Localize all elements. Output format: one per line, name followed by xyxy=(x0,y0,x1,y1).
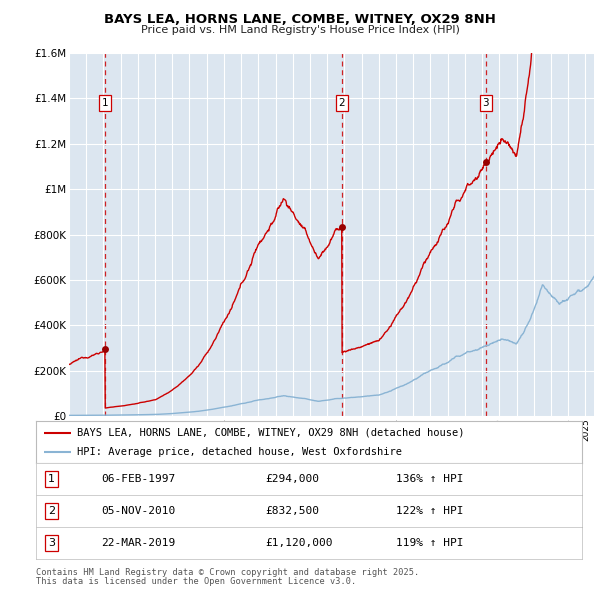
Text: £832,500: £832,500 xyxy=(265,506,319,516)
Text: 3: 3 xyxy=(482,98,489,108)
Text: This data is licensed under the Open Government Licence v3.0.: This data is licensed under the Open Gov… xyxy=(36,577,356,586)
Text: 136% ↑ HPI: 136% ↑ HPI xyxy=(397,474,464,484)
Text: 1: 1 xyxy=(101,98,108,108)
Text: £1,120,000: £1,120,000 xyxy=(265,538,333,548)
Text: 2: 2 xyxy=(48,506,55,516)
Text: BAYS LEA, HORNS LANE, COMBE, WITNEY, OX29 8NH: BAYS LEA, HORNS LANE, COMBE, WITNEY, OX2… xyxy=(104,13,496,26)
Text: 119% ↑ HPI: 119% ↑ HPI xyxy=(397,538,464,548)
Text: £294,000: £294,000 xyxy=(265,474,319,484)
Text: 22-MAR-2019: 22-MAR-2019 xyxy=(101,538,176,548)
Text: 3: 3 xyxy=(48,538,55,548)
Text: HPI: Average price, detached house, West Oxfordshire: HPI: Average price, detached house, West… xyxy=(77,447,402,457)
Text: 1: 1 xyxy=(48,474,55,484)
Text: 122% ↑ HPI: 122% ↑ HPI xyxy=(397,506,464,516)
Text: Price paid vs. HM Land Registry's House Price Index (HPI): Price paid vs. HM Land Registry's House … xyxy=(140,25,460,35)
Text: 05-NOV-2010: 05-NOV-2010 xyxy=(101,506,176,516)
Text: 06-FEB-1997: 06-FEB-1997 xyxy=(101,474,176,484)
Text: BAYS LEA, HORNS LANE, COMBE, WITNEY, OX29 8NH (detached house): BAYS LEA, HORNS LANE, COMBE, WITNEY, OX2… xyxy=(77,428,464,438)
Text: Contains HM Land Registry data © Crown copyright and database right 2025.: Contains HM Land Registry data © Crown c… xyxy=(36,568,419,577)
Text: 2: 2 xyxy=(338,98,345,108)
